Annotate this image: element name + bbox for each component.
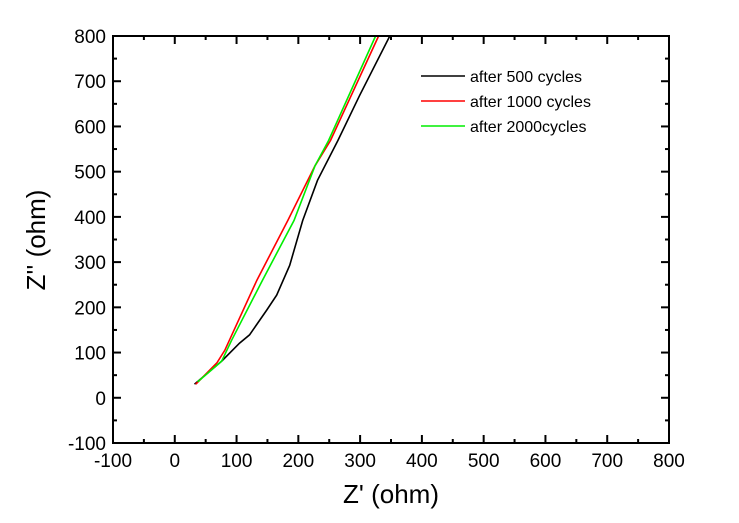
x-tick-label: 300 [344,451,376,472]
y-tick-labels: -100 0 100 200 300 400 500 600 700 800 [68,27,106,455]
x-tick-labels: -100 0 100 200 300 400 500 600 700 800 [94,451,685,472]
x-tick-label: 800 [653,451,685,472]
series-layer [193,35,391,385]
x-tick-label: 600 [530,451,562,472]
y-tick-label: 400 [74,208,106,229]
legend: after 500 cycles after 1000 cycles after 2… [421,69,591,136]
series-line-2 [197,35,377,383]
y-tick-label: 500 [74,163,106,184]
y-tick-label: 800 [74,27,106,48]
ticks-layer [112,35,670,444]
x-tick-label: 400 [406,451,438,472]
x-tick-label: 200 [282,451,314,472]
y-tick-label: 200 [74,298,106,319]
series-line-0 [193,35,391,385]
x-tick-label: 100 [221,451,253,472]
x-tick-label: 0 [169,451,180,472]
y-tick-label: -100 [68,434,106,455]
x-tick-label: -100 [94,451,132,472]
series-line-1 [195,35,380,385]
legend-label-1: after 1000 cycles [470,94,591,111]
y-tick-label: 600 [74,117,106,138]
y-tick-label: 300 [74,253,106,274]
legend-label-0: after 500 cycles [470,69,582,86]
y-tick-label: 0 [95,389,106,410]
y-tick-label: 700 [74,72,106,93]
x-tick-label: 700 [591,451,623,472]
x-tick-label: 500 [468,451,500,472]
y-axis-title: Z'' (ohm) [21,190,51,291]
legend-label-2: after 2000cycles [470,119,587,136]
y-tick-label: 100 [74,344,106,365]
x-axis-title: Z' (ohm) [343,479,439,509]
